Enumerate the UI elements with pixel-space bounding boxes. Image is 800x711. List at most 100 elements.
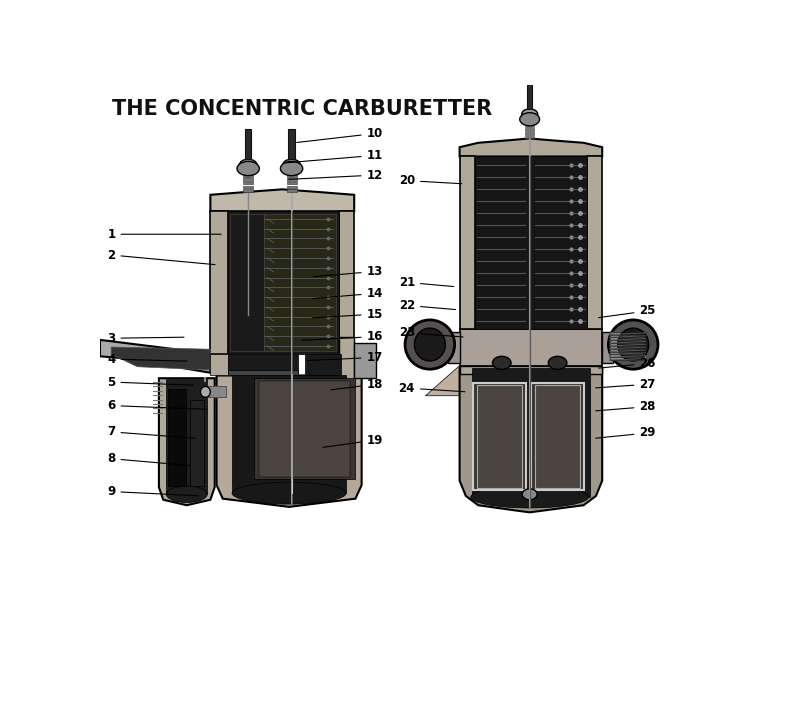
Bar bbox=[243, 178, 253, 181]
Text: 12: 12 bbox=[289, 169, 383, 181]
Bar bbox=[586, 156, 602, 329]
Bar bbox=[472, 368, 590, 497]
Text: 2: 2 bbox=[107, 249, 215, 264]
Ellipse shape bbox=[166, 486, 207, 503]
Text: 15: 15 bbox=[312, 308, 383, 321]
Text: 27: 27 bbox=[596, 378, 656, 391]
Bar bbox=[305, 353, 341, 375]
Bar bbox=[534, 385, 580, 488]
Text: 22: 22 bbox=[398, 299, 455, 312]
Bar bbox=[243, 182, 253, 184]
Polygon shape bbox=[459, 139, 602, 156]
Text: 1: 1 bbox=[107, 228, 222, 241]
Bar bbox=[264, 214, 336, 351]
Bar bbox=[228, 353, 298, 375]
Text: 20: 20 bbox=[398, 174, 462, 187]
Text: 17: 17 bbox=[307, 351, 383, 364]
Bar bbox=[286, 170, 297, 173]
Ellipse shape bbox=[239, 159, 257, 170]
Bar bbox=[459, 156, 475, 329]
Text: 3: 3 bbox=[107, 332, 184, 345]
Text: 14: 14 bbox=[312, 287, 383, 300]
Ellipse shape bbox=[201, 387, 210, 397]
Bar bbox=[526, 124, 534, 127]
Bar bbox=[531, 383, 583, 491]
Ellipse shape bbox=[283, 159, 300, 170]
Bar bbox=[526, 136, 534, 139]
Bar bbox=[232, 375, 346, 493]
Ellipse shape bbox=[522, 488, 537, 500]
Ellipse shape bbox=[470, 486, 589, 508]
Ellipse shape bbox=[520, 112, 539, 126]
Polygon shape bbox=[100, 340, 210, 373]
Polygon shape bbox=[159, 378, 214, 506]
Text: 6: 6 bbox=[107, 399, 207, 412]
Bar bbox=[459, 329, 602, 365]
Bar bbox=[602, 331, 614, 363]
Bar bbox=[166, 378, 207, 494]
Bar bbox=[254, 378, 355, 479]
Text: 24: 24 bbox=[398, 382, 465, 395]
Text: 23: 23 bbox=[398, 326, 463, 339]
Bar bbox=[475, 156, 586, 329]
Bar bbox=[210, 353, 228, 375]
Bar bbox=[168, 389, 186, 486]
Bar bbox=[474, 383, 526, 491]
Bar bbox=[258, 381, 350, 477]
Text: 11: 11 bbox=[286, 149, 383, 163]
Bar bbox=[210, 211, 228, 353]
Text: 10: 10 bbox=[297, 127, 383, 142]
Bar bbox=[286, 186, 297, 188]
Ellipse shape bbox=[618, 328, 649, 361]
Ellipse shape bbox=[232, 482, 346, 504]
Text: 25: 25 bbox=[598, 304, 656, 318]
Text: 21: 21 bbox=[398, 276, 454, 289]
Bar bbox=[243, 189, 253, 192]
Text: 7: 7 bbox=[107, 425, 195, 439]
Bar bbox=[286, 174, 297, 177]
Polygon shape bbox=[111, 347, 210, 370]
Ellipse shape bbox=[522, 109, 538, 120]
Bar bbox=[526, 120, 534, 123]
Bar bbox=[338, 211, 354, 353]
Bar bbox=[459, 365, 602, 374]
Bar bbox=[286, 178, 297, 181]
Text: 19: 19 bbox=[323, 434, 383, 447]
Bar bbox=[338, 337, 354, 389]
Text: 8: 8 bbox=[107, 452, 190, 466]
Bar bbox=[228, 211, 338, 353]
Text: 5: 5 bbox=[107, 375, 194, 388]
Bar bbox=[190, 400, 203, 486]
Bar bbox=[526, 132, 534, 134]
Ellipse shape bbox=[609, 320, 658, 369]
Bar bbox=[289, 129, 294, 159]
Text: 26: 26 bbox=[598, 357, 656, 370]
Polygon shape bbox=[210, 189, 354, 211]
Text: THE CONCENTRIC CARBURETTER: THE CONCENTRIC CARBURETTER bbox=[112, 99, 493, 119]
Polygon shape bbox=[426, 365, 459, 396]
Bar bbox=[526, 128, 534, 131]
Ellipse shape bbox=[281, 161, 302, 176]
Polygon shape bbox=[459, 368, 602, 513]
Ellipse shape bbox=[237, 161, 259, 176]
Text: 18: 18 bbox=[331, 378, 383, 391]
Bar bbox=[243, 174, 253, 177]
Bar bbox=[449, 331, 459, 363]
Polygon shape bbox=[217, 375, 362, 507]
Bar bbox=[527, 79, 532, 109]
Text: 16: 16 bbox=[301, 330, 383, 343]
Text: 9: 9 bbox=[107, 485, 198, 498]
Bar bbox=[243, 186, 253, 188]
Bar bbox=[243, 170, 253, 173]
Ellipse shape bbox=[548, 356, 567, 370]
Text: 13: 13 bbox=[314, 265, 383, 278]
Bar bbox=[286, 189, 297, 192]
Ellipse shape bbox=[414, 328, 446, 361]
Bar bbox=[245, 129, 251, 159]
Ellipse shape bbox=[493, 356, 511, 370]
Bar bbox=[230, 214, 264, 351]
Text: 4: 4 bbox=[107, 353, 187, 365]
Bar bbox=[286, 182, 297, 184]
Bar bbox=[204, 387, 226, 397]
Bar bbox=[354, 343, 376, 378]
